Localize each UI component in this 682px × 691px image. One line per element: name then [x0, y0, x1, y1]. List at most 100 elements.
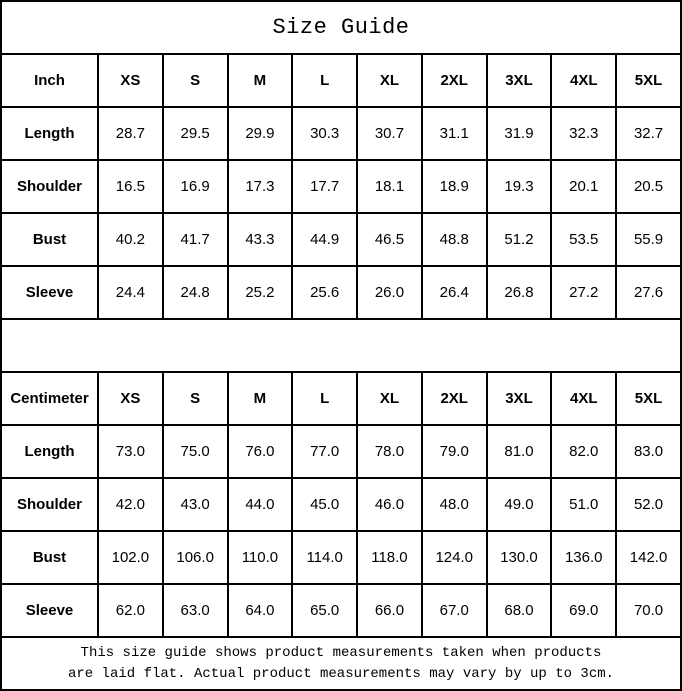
size-header: L: [291, 53, 359, 108]
size-header: 3XL: [485, 371, 553, 426]
measurement-value: 81.0: [485, 424, 553, 479]
measurement-value: 26.0: [356, 265, 423, 320]
measurement-row: Length 28.7 29.5 29.9 30.3 30.7 31.1 31.9 32.3 32…: [0, 106, 682, 161]
row-label: Bust: [0, 212, 99, 267]
footer-note: This size guide shows product measuremen…: [0, 636, 682, 691]
size-header: XL: [356, 371, 423, 426]
measurement-value: 124.0: [420, 530, 488, 585]
measurement-value: 45.0: [291, 477, 359, 532]
measurement-value: 49.0: [485, 477, 553, 532]
size-guide-title: Size Guide: [0, 0, 682, 55]
row-label: Shoulder: [0, 477, 99, 532]
measurement-value: 43.3: [226, 212, 294, 267]
measurement-value: 114.0: [291, 530, 359, 585]
size-header: L: [291, 371, 359, 426]
measurement-value: 25.6: [291, 265, 359, 320]
spacer-row: [0, 318, 682, 373]
measurement-value: 27.6: [615, 265, 682, 320]
size-header: XL: [356, 53, 423, 108]
measurement-value: 29.5: [161, 106, 229, 161]
row-label: Sleeve: [0, 583, 99, 638]
footer-note-line: This size guide shows product measuremen…: [80, 644, 602, 661]
measurement-row: Sleeve 24.4 24.8 25.2 25.6 26.0 26.4 26.8 27.2 27…: [0, 265, 682, 320]
measurement-value: 53.5: [550, 212, 618, 267]
measurement-value: 30.7: [356, 106, 423, 161]
row-label: Length: [0, 106, 99, 161]
measurement-value: 18.1: [356, 159, 423, 214]
measurement-value: 20.5: [615, 159, 682, 214]
measurement-value: 32.3: [550, 106, 618, 161]
size-header: S: [161, 53, 229, 108]
measurement-row: Bust 102.0 106.0 110.0 114.0 118.0 124.0 130.0 1…: [0, 530, 682, 585]
measurement-value: 16.9: [161, 159, 229, 214]
measurement-value: 31.9: [485, 106, 553, 161]
measurement-value: 25.2: [226, 265, 294, 320]
measurement-value: 63.0: [161, 583, 229, 638]
measurement-value: 17.3: [226, 159, 294, 214]
unit-header: Centimeter: [0, 371, 99, 426]
measurement-value: 40.2: [97, 212, 164, 267]
unit-header: Inch: [0, 53, 99, 108]
measurement-value: 44.0: [226, 477, 294, 532]
measurement-value: 27.2: [550, 265, 618, 320]
row-label: Shoulder: [0, 159, 99, 214]
measurement-value: 130.0: [485, 530, 553, 585]
measurement-value: 48.8: [420, 212, 488, 267]
measurement-row: Shoulder 42.0 43.0 44.0 45.0 46.0 48.0 49.0 51.0…: [0, 477, 682, 532]
measurement-value: 48.0: [420, 477, 488, 532]
measurement-value: 51.2: [485, 212, 553, 267]
measurement-value: 16.5: [97, 159, 164, 214]
measurement-value: 30.3: [291, 106, 359, 161]
measurement-row: Shoulder 16.5 16.9 17.3 17.7 18.1 18.9 19.3 20.1…: [0, 159, 682, 214]
measurement-value: 78.0: [356, 424, 423, 479]
size-header: 5XL: [615, 53, 682, 108]
size-header-row: Centimeter XS S M L XL 2XL 3XL 4XL 5XL: [0, 371, 682, 426]
measurement-value: 26.8: [485, 265, 553, 320]
size-header: 2XL: [420, 53, 488, 108]
size-header: M: [226, 53, 294, 108]
measurement-value: 75.0: [161, 424, 229, 479]
measurement-value: 68.0: [485, 583, 553, 638]
measurement-value: 43.0: [161, 477, 229, 532]
measurement-value: 44.9: [291, 212, 359, 267]
size-header: XS: [97, 371, 164, 426]
footer-note-line: are laid flat. Actual product measuremen…: [67, 665, 615, 682]
measurement-value: 46.5: [356, 212, 423, 267]
measurement-value: 46.0: [356, 477, 423, 532]
measurement-value: 79.0: [420, 424, 488, 479]
measurement-value: 55.9: [615, 212, 682, 267]
spacer-cell: [0, 318, 682, 373]
measurement-value: 29.9: [226, 106, 294, 161]
row-label: Sleeve: [0, 265, 99, 320]
measurement-value: 32.7: [615, 106, 682, 161]
size-header: 4XL: [550, 371, 618, 426]
measurement-value: 70.0: [615, 583, 682, 638]
measurement-value: 66.0: [356, 583, 423, 638]
measurement-value: 42.0: [97, 477, 164, 532]
measurement-value: 77.0: [291, 424, 359, 479]
measurement-value: 19.3: [485, 159, 553, 214]
measurement-value: 62.0: [97, 583, 164, 638]
size-header-row: Inch XS S M L XL 2XL 3XL 4XL 5XL: [0, 53, 682, 108]
measurement-value: 69.0: [550, 583, 618, 638]
measurement-value: 73.0: [97, 424, 164, 479]
measurement-value: 106.0: [161, 530, 229, 585]
measurement-value: 82.0: [550, 424, 618, 479]
measurement-row: Length 73.0 75.0 76.0 77.0 78.0 79.0 81.0 82.0 83…: [0, 424, 682, 479]
measurement-value: 52.0: [615, 477, 682, 532]
measurement-value: 102.0: [97, 530, 164, 585]
size-header: 3XL: [485, 53, 553, 108]
measurement-value: 24.8: [161, 265, 229, 320]
measurement-value: 41.7: [161, 212, 229, 267]
measurement-value: 83.0: [615, 424, 682, 479]
measurement-value: 118.0: [356, 530, 423, 585]
measurement-value: 17.7: [291, 159, 359, 214]
measurement-value: 28.7: [97, 106, 164, 161]
size-header: 2XL: [420, 371, 488, 426]
measurement-value: 20.1: [550, 159, 618, 214]
measurement-value: 136.0: [550, 530, 618, 585]
row-label: Bust: [0, 530, 99, 585]
row-label: Length: [0, 424, 99, 479]
